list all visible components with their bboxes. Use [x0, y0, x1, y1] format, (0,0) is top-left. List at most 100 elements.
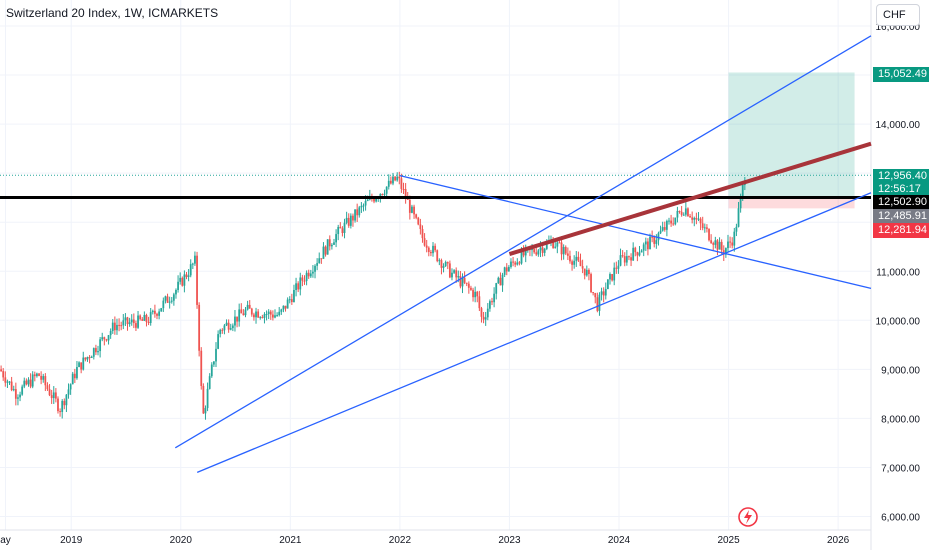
candle-body	[328, 239, 331, 247]
candle-body	[564, 246, 567, 254]
candle-body	[739, 196, 742, 209]
candle-body	[575, 256, 578, 261]
candle-body	[356, 209, 359, 216]
candle-body	[442, 266, 445, 268]
candle-body	[592, 292, 595, 294]
candle-body	[364, 200, 367, 206]
candle-body	[135, 323, 137, 328]
candle-body	[379, 193, 382, 198]
x-tick-label: ay	[0, 535, 11, 546]
candle-body	[558, 242, 561, 244]
candle-body	[573, 260, 576, 265]
x-tick-label: 2021	[279, 535, 302, 546]
candle-body	[354, 209, 356, 221]
candle-body	[459, 276, 462, 287]
candle-body	[636, 252, 639, 256]
candle-body	[309, 273, 312, 277]
candle-body	[248, 304, 251, 309]
candle-body	[623, 256, 626, 263]
candle-body	[97, 351, 99, 353]
candle-body	[17, 397, 19, 399]
candle-body	[638, 252, 641, 256]
candle-body	[545, 242, 548, 249]
candle-body	[560, 242, 563, 255]
rising-channel-upper	[174, 35, 872, 449]
candle-body	[6, 381, 9, 383]
candle-body	[741, 184, 744, 197]
candle-body	[170, 300, 173, 302]
candle-body	[57, 398, 59, 412]
resistance-trendline	[508, 141, 872, 256]
y-tick-label: 16,000.00	[876, 22, 921, 33]
candle-body	[651, 236, 654, 238]
candle-body	[339, 226, 342, 229]
candle-body	[267, 311, 270, 314]
candle-body	[42, 376, 45, 380]
candle-body	[657, 233, 660, 241]
candle-body	[613, 267, 616, 281]
candle-body	[194, 255, 196, 264]
candle-body	[36, 373, 38, 377]
candle-body	[318, 258, 321, 264]
candle-body	[446, 262, 449, 264]
candle-body	[246, 304, 249, 310]
candle-body	[514, 262, 517, 265]
candle-body	[269, 311, 272, 315]
candle-body	[326, 239, 329, 255]
candle-body	[476, 291, 479, 297]
candle-body	[250, 308, 253, 315]
candle-body	[432, 245, 434, 254]
candle-body	[65, 394, 68, 406]
candle-body	[467, 283, 470, 288]
candle-body	[617, 265, 620, 269]
candle-body	[659, 230, 662, 234]
candle-body	[4, 377, 7, 383]
candle-body	[411, 206, 413, 213]
candle-body	[99, 339, 102, 352]
candle-body	[731, 242, 734, 246]
candle-body	[425, 245, 428, 248]
candle-body	[489, 301, 491, 309]
candle-body	[522, 250, 525, 256]
candle-body	[23, 380, 26, 387]
candle-body	[221, 329, 224, 331]
candle-body	[12, 389, 15, 391]
candle-body	[642, 244, 645, 251]
currency-selector[interactable]: CHF	[876, 4, 920, 26]
candle-body	[396, 176, 399, 181]
candle-body	[168, 301, 171, 303]
candle-body	[554, 246, 557, 248]
candle-body	[712, 243, 715, 245]
candle-body	[253, 314, 255, 318]
candle-body	[697, 218, 700, 220]
candle-body	[103, 337, 106, 340]
candle-body	[242, 313, 245, 316]
candle-body	[219, 329, 222, 335]
candle-body	[497, 277, 500, 284]
candle-body	[59, 411, 61, 413]
candle-body	[280, 309, 283, 312]
candle-body	[577, 256, 580, 261]
candle-body	[347, 217, 350, 226]
candle-body	[569, 255, 571, 262]
candle-body	[335, 234, 337, 243]
candle-body	[474, 291, 477, 298]
candle-body	[295, 283, 297, 290]
candle-body	[398, 176, 401, 179]
candle-body	[67, 389, 70, 395]
candle-body	[177, 281, 179, 290]
candle-body	[457, 276, 460, 278]
candle-body	[198, 304, 201, 351]
candle-body	[111, 322, 114, 332]
candle-body	[699, 218, 702, 224]
candle-body	[706, 227, 708, 229]
candle-body	[417, 217, 420, 225]
candle-body	[606, 279, 609, 290]
candle-body	[695, 217, 698, 220]
candle-body	[358, 207, 361, 216]
candle-body	[352, 215, 354, 221]
candle-body	[531, 249, 533, 251]
y-tick-label: 8,000.00	[881, 414, 920, 425]
countdown-tag: 12:56:17	[873, 182, 929, 197]
